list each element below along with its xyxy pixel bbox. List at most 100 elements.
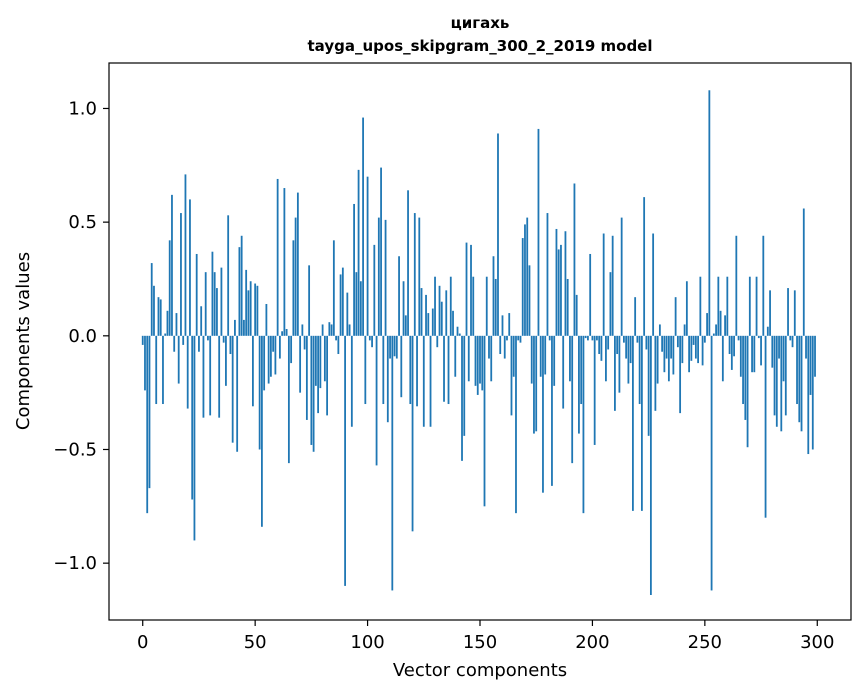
y-tick-label: −1.0 bbox=[53, 553, 97, 574]
bar-81 bbox=[323, 335, 326, 382]
bar-16 bbox=[177, 335, 180, 384]
bar-158 bbox=[497, 133, 499, 336]
bar-190 bbox=[569, 335, 571, 382]
bar-212 bbox=[618, 335, 621, 393]
bar-90 bbox=[344, 335, 346, 586]
bar-9 bbox=[162, 335, 164, 405]
bars-group bbox=[141, 90, 816, 595]
bar-180 bbox=[546, 213, 549, 336]
bar-164 bbox=[510, 335, 513, 416]
bar-36 bbox=[222, 335, 225, 343]
bar-286 bbox=[784, 335, 787, 416]
bar-187 bbox=[562, 335, 565, 409]
bar-29 bbox=[207, 335, 209, 341]
bar-225 bbox=[647, 335, 650, 436]
bar-289 bbox=[791, 335, 794, 348]
bar-84 bbox=[330, 324, 333, 336]
bar-203 bbox=[598, 335, 601, 355]
bar-188 bbox=[564, 231, 567, 336]
bar-232 bbox=[663, 335, 666, 373]
bar-137 bbox=[449, 276, 452, 336]
bar-284 bbox=[780, 335, 783, 432]
x-axis-ticks: 0 50 100 150 200 250 300 bbox=[137, 620, 834, 653]
bar-21 bbox=[189, 199, 191, 336]
bar-191 bbox=[571, 335, 574, 464]
bar-109 bbox=[386, 335, 389, 423]
bar-58 bbox=[272, 335, 275, 352]
bar-231 bbox=[661, 335, 664, 352]
bar-271 bbox=[751, 335, 753, 373]
bar-15 bbox=[175, 313, 178, 336]
bar-285 bbox=[782, 335, 785, 382]
bar-27 bbox=[202, 335, 205, 418]
bar-265 bbox=[737, 335, 740, 341]
bar-224 bbox=[645, 335, 648, 350]
bar-251 bbox=[706, 313, 708, 336]
bar-5 bbox=[153, 285, 155, 336]
bar-40 bbox=[231, 335, 234, 443]
bar-183 bbox=[553, 335, 556, 386]
bar-78 bbox=[317, 335, 320, 414]
bar-145 bbox=[467, 335, 470, 382]
bar-76 bbox=[312, 335, 315, 452]
bar-185 bbox=[557, 249, 560, 336]
bar-171 bbox=[526, 217, 529, 336]
bar-92 bbox=[348, 324, 351, 336]
bar-184 bbox=[555, 228, 558, 336]
bar-55 bbox=[265, 303, 268, 336]
bar-33 bbox=[216, 288, 218, 336]
bar-10 bbox=[164, 333, 167, 336]
y-axis-ticks: −1.0 −0.5 0.0 0.5 1.0 bbox=[53, 98, 109, 574]
bar-163 bbox=[508, 313, 511, 336]
bar-147 bbox=[472, 276, 475, 336]
bar-262 bbox=[730, 335, 733, 370]
bar-101 bbox=[368, 335, 371, 341]
bar-235 bbox=[670, 335, 673, 359]
bar-293 bbox=[800, 335, 803, 432]
bar-111 bbox=[391, 335, 394, 591]
bar-65 bbox=[287, 335, 290, 464]
bar-296 bbox=[807, 335, 810, 455]
bar-131 bbox=[436, 335, 439, 348]
bar-103 bbox=[373, 244, 376, 336]
bar-154 bbox=[488, 335, 490, 359]
bar-125 bbox=[422, 335, 425, 427]
x-tick-label: 150 bbox=[463, 632, 497, 653]
bar-207 bbox=[607, 335, 610, 350]
bar-290 bbox=[793, 290, 796, 336]
chart-title: цигахь bbox=[451, 14, 510, 32]
bar-83 bbox=[328, 322, 331, 336]
bar-22 bbox=[191, 335, 194, 500]
bar-124 bbox=[420, 288, 423, 336]
bar-252 bbox=[708, 90, 711, 336]
bar-51 bbox=[256, 285, 259, 336]
bar-281 bbox=[773, 335, 776, 416]
bar-24 bbox=[195, 253, 198, 336]
bar-13 bbox=[171, 194, 173, 336]
bar-209 bbox=[611, 235, 614, 336]
bar-261 bbox=[728, 335, 731, 355]
bar-56 bbox=[267, 335, 270, 384]
bar-39 bbox=[229, 335, 232, 355]
bar-139 bbox=[454, 335, 457, 377]
bar-70 bbox=[299, 335, 302, 393]
bar-179 bbox=[544, 335, 547, 375]
bar-4 bbox=[150, 263, 153, 336]
bar-126 bbox=[425, 294, 427, 336]
bar-283 bbox=[778, 335, 780, 359]
bar-173 bbox=[530, 335, 533, 384]
bar-68 bbox=[294, 217, 297, 336]
bar-82 bbox=[326, 335, 328, 416]
bar-178 bbox=[542, 335, 544, 493]
bar-204 bbox=[600, 335, 603, 361]
bar-229 bbox=[656, 335, 659, 384]
bar-152 bbox=[483, 335, 486, 507]
bar-175 bbox=[535, 335, 538, 432]
x-tick-label: 100 bbox=[350, 632, 384, 653]
bar-275 bbox=[760, 335, 762, 366]
bar-245 bbox=[692, 335, 695, 345]
bar-172 bbox=[528, 265, 531, 336]
bar-8 bbox=[159, 299, 162, 336]
y-axis-label: Components values bbox=[13, 252, 34, 430]
bar-250 bbox=[703, 335, 706, 343]
